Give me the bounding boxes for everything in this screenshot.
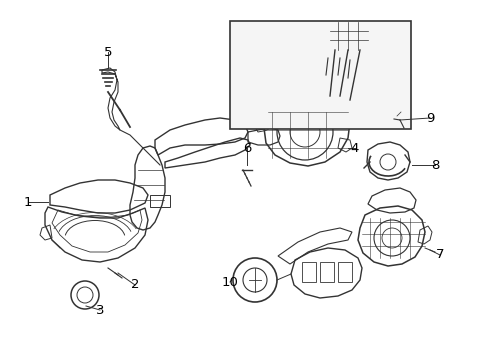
Text: 7: 7	[436, 248, 444, 261]
Text: 9: 9	[426, 112, 434, 125]
Bar	[150, 195, 170, 207]
Text: 4: 4	[351, 141, 359, 154]
Text: 5: 5	[104, 45, 112, 59]
Text: 8: 8	[431, 158, 439, 171]
Text: 10: 10	[221, 275, 239, 288]
Bar	[230, 21, 411, 129]
Text: 3: 3	[96, 303, 104, 316]
Text: 2: 2	[131, 279, 139, 292]
Text: 1: 1	[24, 195, 32, 208]
Text: 6: 6	[243, 141, 251, 154]
